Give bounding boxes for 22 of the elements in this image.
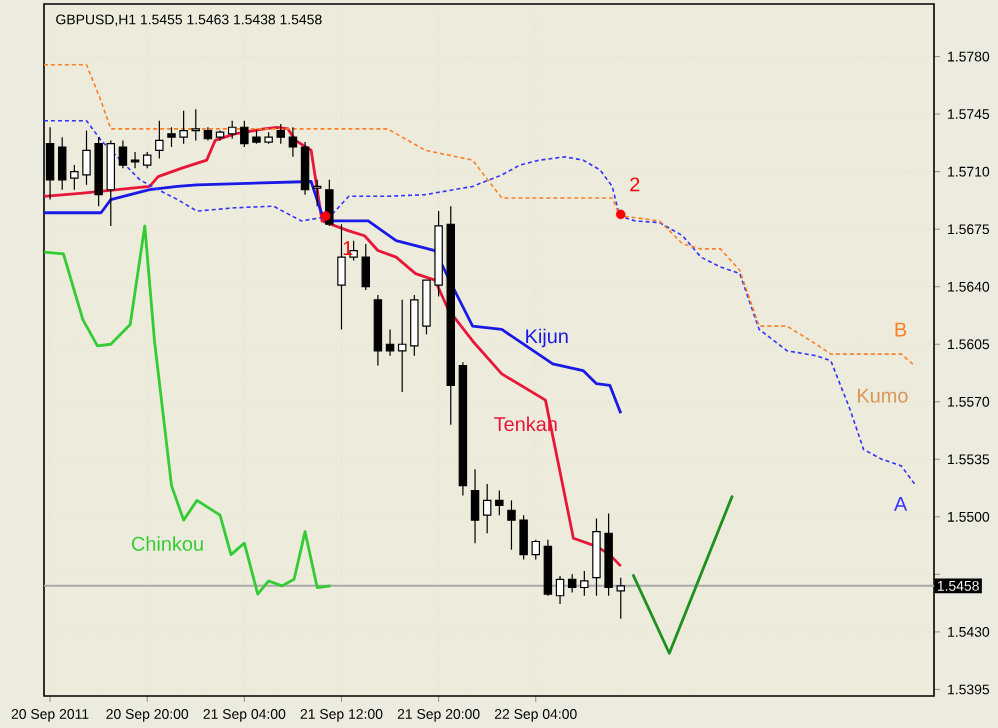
- candlestick: [118, 139, 128, 169]
- series-label: Kijun: [526, 328, 568, 348]
- annotation: 1: [343, 241, 353, 255]
- series-label: B: [895, 322, 907, 337]
- candlestick: [567, 573, 577, 594]
- candlestick: [555, 575, 565, 605]
- candlestick: [312, 179, 322, 207]
- series-label: A: [893, 497, 908, 511]
- annotation: 2: [630, 177, 640, 192]
- annotation: Kumo: [858, 388, 908, 403]
- candlestick: [155, 120, 164, 160]
- candlestick: [482, 483, 492, 534]
- candlestick: [288, 126, 298, 158]
- candlestick: [130, 151, 140, 169]
- candlestick: [495, 489, 504, 516]
- line-series: [43, 119, 916, 485]
- candlestick: [300, 141, 310, 196]
- candlestick: [580, 570, 589, 597]
- series-label: Chinkou: [131, 536, 203, 551]
- candlestick: [470, 468, 480, 544]
- line-series: [42, 224, 332, 596]
- candlestick: [543, 539, 553, 597]
